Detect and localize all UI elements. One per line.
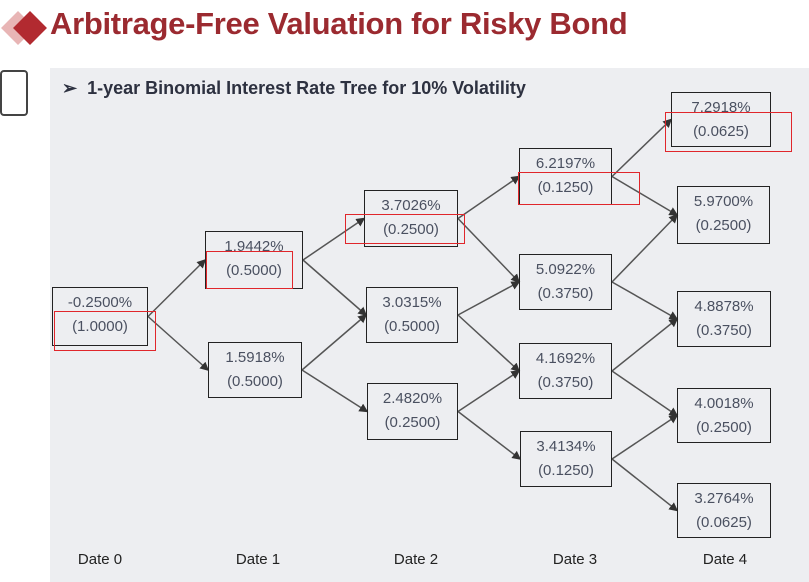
node-rate: 3.7026% xyxy=(381,197,441,214)
tree-edge-arrow xyxy=(611,118,673,178)
date-label: Date 2 xyxy=(393,551,439,568)
date-label: Date 3 xyxy=(552,551,598,568)
node-probability: (0.2500) xyxy=(383,221,439,238)
subtitle-text: 1-year Binomial Interest Rate Tree for 1… xyxy=(87,78,526,98)
bullet-arrow-icon: ➢ xyxy=(62,78,78,98)
node-rate: 4.1692% xyxy=(535,350,596,367)
node-rate: 6.2197% xyxy=(535,155,596,172)
date-label: Date 0 xyxy=(77,551,123,568)
tree-node: 1.5918% (0.5000) xyxy=(208,342,302,398)
node-rate: 3.4134% xyxy=(536,438,596,455)
node-rate: 1.5918% xyxy=(225,349,285,366)
node-rate: -0.2500% xyxy=(67,294,133,311)
node-rate: 4.0018% xyxy=(694,395,754,412)
date-label: Date 4 xyxy=(702,551,748,568)
tree-edge-arrow xyxy=(611,414,679,460)
node-probability: (0.0625) xyxy=(696,514,752,531)
tree-edge-arrow xyxy=(147,315,210,371)
node-rate: 3.0315% xyxy=(382,294,442,311)
highlight-box xyxy=(518,172,640,205)
node-probability: (0.5000) xyxy=(384,318,440,335)
tree-node: 4.0018% (0.2500) xyxy=(677,388,771,443)
node-probability: (0.2500) xyxy=(384,414,441,431)
tree-node: 2.4820% (0.2500) xyxy=(367,383,458,440)
node-probability: (1.0000) xyxy=(72,318,128,335)
node-probability: (0.1250) xyxy=(537,179,594,196)
node-probability: (0.3750) xyxy=(537,285,594,302)
tree-node: 4.8878% (0.3750) xyxy=(677,291,771,347)
tree-edge-arrow xyxy=(301,314,368,371)
tree-edge-arrow xyxy=(457,314,521,373)
node-probability: (0.1250) xyxy=(538,462,594,479)
tree-edge-arrow xyxy=(611,370,679,417)
node-rate: 1.9442% xyxy=(224,238,284,255)
node-rate: 5.0922% xyxy=(535,261,596,278)
tree-node: 7.2918% (0.0625) xyxy=(671,92,771,147)
node-probability: (0.5000) xyxy=(226,262,282,279)
tree-edge-arrow xyxy=(301,369,369,413)
node-probability: (0.3750) xyxy=(696,322,752,339)
page-title: Arbitrage-Free Valuation for Risky Bond xyxy=(50,6,628,41)
tree-edge-arrow xyxy=(457,410,522,460)
calculator-icon xyxy=(0,70,28,116)
highlight-box xyxy=(665,112,792,152)
tree-edge-arrow xyxy=(611,318,679,372)
tree-node: 3.4134% (0.1250) xyxy=(520,431,612,487)
tree-edge-arrow xyxy=(147,258,207,318)
tree-node: 4.1692% (0.3750) xyxy=(519,343,612,399)
diagram-panel xyxy=(50,68,809,582)
tree-node: 6.2197% (0.1250) xyxy=(519,148,612,205)
node-probability: (0.3750) xyxy=(537,374,594,391)
tree-edge-arrow xyxy=(611,175,679,216)
tree-edge-arrow xyxy=(457,175,521,220)
node-rate: 5.9700% xyxy=(693,193,754,210)
node-probability: (0.2500) xyxy=(696,419,752,436)
diagram-subtitle: ➢ 1-year Binomial Interest Rate Tree for… xyxy=(62,78,526,99)
tree-edge-arrow xyxy=(611,458,679,512)
tree-edge-arrow xyxy=(611,213,679,283)
node-rate: 2.4820% xyxy=(382,390,443,407)
highlight-box xyxy=(54,311,156,351)
node-rate: 4.8878% xyxy=(694,298,754,315)
tree-node: 3.7026% (0.2500) xyxy=(364,190,458,247)
node-probability: (0.2500) xyxy=(695,217,752,234)
tree-node: -0.2500% (1.0000) xyxy=(52,287,148,346)
date-label: Date 1 xyxy=(235,551,281,568)
tree-node: 3.0315% (0.5000) xyxy=(366,287,458,343)
tree-edge-arrow xyxy=(457,281,521,316)
tree-node: 5.9700% (0.2500) xyxy=(677,186,770,244)
tree-edge-arrow xyxy=(457,370,521,413)
node-probability: (0.5000) xyxy=(227,373,283,390)
tree-edge-arrow xyxy=(611,281,679,320)
highlight-box xyxy=(206,251,293,289)
node-probability: (0.0625) xyxy=(693,123,749,140)
highlight-box xyxy=(345,214,465,244)
node-rate: 3.2764% xyxy=(694,490,754,507)
tree-edge-arrow xyxy=(457,217,521,284)
node-rate: 7.2918% xyxy=(691,99,751,116)
tree-node: 5.0922% (0.3750) xyxy=(519,254,612,310)
tree-edge-arrow xyxy=(302,217,366,261)
tree-node: 3.2764% (0.0625) xyxy=(677,483,771,538)
tree-edge-arrow xyxy=(302,259,368,316)
